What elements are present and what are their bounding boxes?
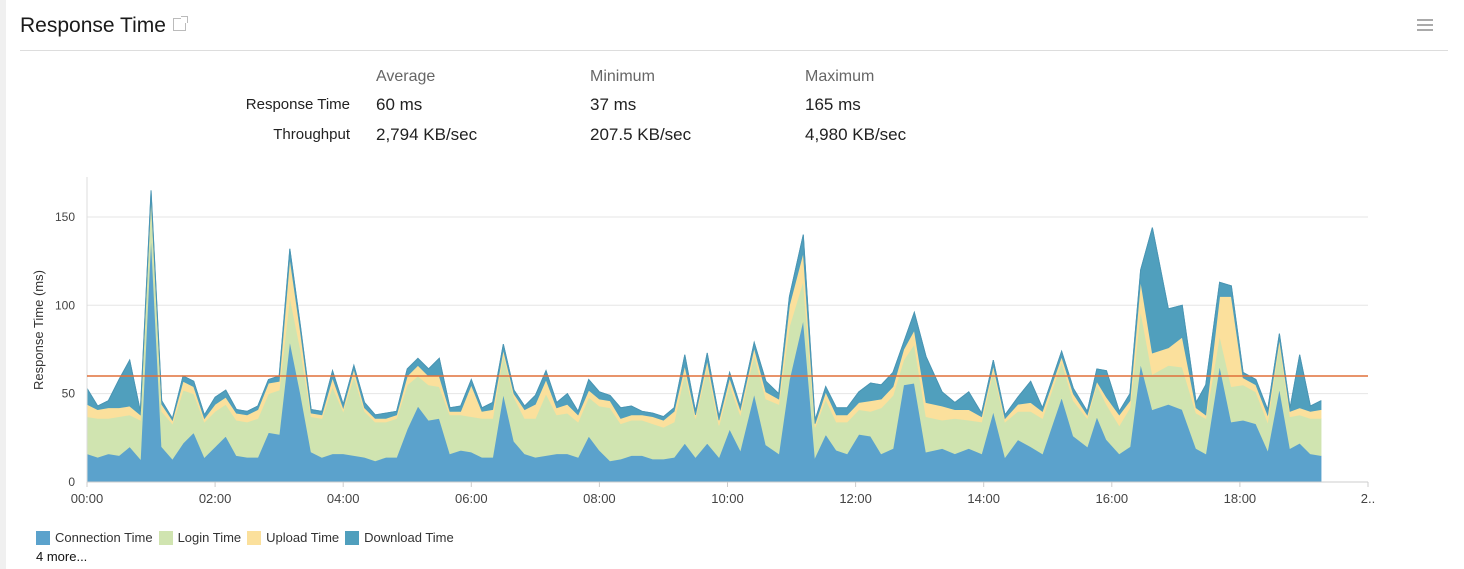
x-tick-label: 10:00 [711,491,744,506]
legend-swatch [247,530,262,545]
x-tick-label: 02:00 [199,491,232,506]
x-tick-label: 06:00 [455,491,488,506]
legend-label: Upload Time [266,530,340,545]
stats-value: 165 ms [805,95,861,114]
stats-header-maximum: Maximum [805,68,875,85]
legend-label: Login Time [177,530,242,545]
stats-row-label: Response Time [245,96,350,113]
stats-header-average: Average [376,68,436,85]
x-tick-label: 14:00 [967,491,1000,506]
legend-item[interactable]: Connection Time [36,530,153,545]
total-outline [86,190,1322,421]
hamburger-menu-icon[interactable] [1417,19,1433,31]
panel-left-border [0,0,6,569]
y-tick-label: 100 [55,298,75,312]
x-tick-label: 00:00 [71,491,104,506]
legend-item[interactable]: Download Time [345,530,454,545]
title-divider [20,50,1448,51]
legend-item[interactable]: Upload Time [247,530,339,545]
x-tick-label: 08:00 [583,491,616,506]
x-tick-label: 12:00 [839,491,872,506]
y-tick-label: 50 [62,387,76,401]
x-tick-label: 18:00 [1224,491,1257,506]
stats-header-minimum: Minimum [590,68,655,85]
stats-value: 2,794 KB/sec [376,125,478,144]
y-tick-label: 0 [68,475,75,489]
external-link-icon[interactable] [173,16,188,31]
y-axis-label: Response Time (ms) [31,270,46,390]
stats-value: 207.5 KB/sec [590,125,692,144]
chart-legend: Connection Time Login Time Upload Time Down… [36,530,454,545]
x-tick-label: 2.. [1361,491,1375,506]
legend-label: Download Time [364,530,454,545]
legend-more-link[interactable]: 4 more... [36,549,88,564]
stats-row-label: Throughput [273,126,350,143]
panel-title: Response Time [20,14,166,37]
x-tick-label: 04:00 [327,491,360,506]
y-tick-label: 150 [55,210,75,224]
stats-value: 4,980 KB/sec [805,125,907,144]
stats-value: 60 ms [376,95,423,114]
legend-swatch [36,530,50,545]
legend-swatch [345,530,360,545]
legend-label: Connection Time [55,530,153,545]
legend-item[interactable]: Login Time [158,530,242,545]
x-tick-label: 16:00 [1096,491,1129,506]
legend-swatch [158,530,173,545]
stats-value: 37 ms [590,95,637,114]
